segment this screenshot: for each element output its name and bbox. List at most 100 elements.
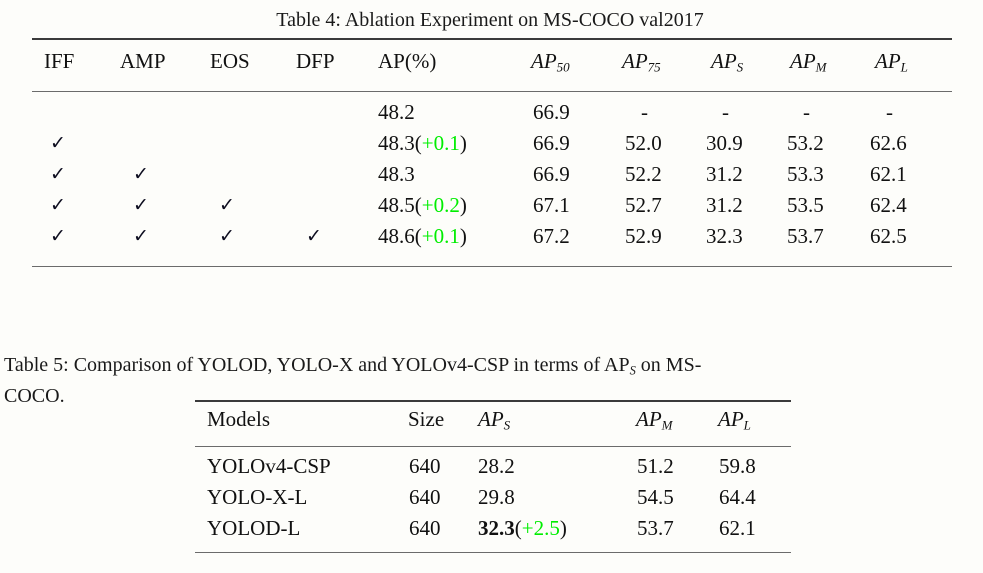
table-4-caption: Table 4: Ablation Experiment on MS-COCO … <box>180 7 800 33</box>
table-5-header-apS: APS <box>478 404 510 441</box>
table-4-cell-apM: 53.7 <box>787 224 824 248</box>
table-4-cell-ap50: 66.9 <box>533 131 570 155</box>
table-5-cell-apS: 29.8 <box>478 482 515 513</box>
ap75-sub: 75 <box>647 59 661 75</box>
table-5-header-models: Models <box>207 407 270 431</box>
ap75-base: AP <box>622 49 648 73</box>
table-5-caption-line-1-text: Table 5: Comparison of YOLOD, YOLO-X and… <box>4 354 630 376</box>
table-5-row: YOLOD-L 640 32.3(+2.5) 53.7 62.1 <box>0 513 983 544</box>
table-4-cell-ap: 48.2 <box>378 97 415 128</box>
table-5-cell-apS: 28.2 <box>478 451 515 482</box>
table-4-cell-apL: 62.4 <box>870 193 907 217</box>
t5-apS-value: 32.3 <box>478 516 515 540</box>
table-4-cell-apS: 32.3 <box>706 224 743 248</box>
table-5-caption: Table 5: Comparison of YOLOD, YOLO-X and… <box>4 352 979 409</box>
table-5-cell-apM: 54.5 <box>637 485 674 509</box>
ap-gain: +0.2 <box>421 193 460 217</box>
table-4-header-ap50: AP50 <box>531 46 570 83</box>
table-4-caption-text: Table 4: Ablation Experiment on MS-COCO … <box>276 9 704 31</box>
t5-apL-sub: L <box>743 417 751 433</box>
table-5-cell-model: YOLOD-L <box>207 516 301 540</box>
ap-gain-close: ) <box>459 131 467 155</box>
table-4-row: ✓ ✓ ✓ ✓ 48.6(+0.1) 67.2 52.9 32.3 53.7 6… <box>0 221 983 252</box>
ap-gain-close: ) <box>459 224 467 248</box>
ap-gain-open: ( <box>414 193 422 217</box>
table-5-caption-line-1-tail: on MS- <box>635 354 702 376</box>
table-4-top-rule <box>32 38 952 40</box>
table-5-bottom-rule <box>195 552 791 553</box>
table-4-header-ap: AP(%) <box>378 49 437 73</box>
table-5-header-apM: APM <box>636 404 673 441</box>
table-4-cell-amp: ✓ <box>133 164 149 185</box>
table-4-header-apM: APM <box>790 46 827 83</box>
t5-apS-value: 28.2 <box>478 454 515 478</box>
ap50-base: AP <box>531 49 557 73</box>
table-4-header-iff: IFF <box>44 49 75 73</box>
ap-gain-close: ) <box>459 193 467 217</box>
table-4-cell-apS: 30.9 <box>706 131 743 155</box>
table-4-header-eos: EOS <box>210 49 250 73</box>
table-4-cell-ap75: 52.2 <box>625 162 662 186</box>
ap-gain: +0.1 <box>421 131 460 155</box>
table-4-header-dfp: DFP <box>296 49 335 73</box>
table-5-caption-line-1: Table 5: Comparison of YOLOD, YOLO-X and… <box>4 352 979 383</box>
table-5-cell-apL: 59.8 <box>719 454 756 478</box>
table-4-cell-ap50: 66.9 <box>533 100 570 124</box>
table-5-caption-line-2: COCO. <box>4 385 65 408</box>
ap-value: 48.2 <box>378 100 415 124</box>
t5-apM-base: AP <box>636 407 662 431</box>
table-4-cell-ap50: 66.9 <box>533 162 570 186</box>
table-4-header-apS: APS <box>711 46 743 83</box>
table-4-cell-apM: 53.5 <box>787 193 824 217</box>
table-5-header-size: Size <box>408 407 445 431</box>
ap-gain: +0.1 <box>421 224 460 248</box>
table-4-cell-iff: ✓ <box>50 226 66 247</box>
table-5-cell-apL: 62.1 <box>719 516 756 540</box>
table-4-cell-ap: 48.3 <box>378 159 415 190</box>
table-4-cell-iff: ✓ <box>50 195 66 216</box>
table-4-row: ✓ 48.3(+0.1) 66.9 52.0 30.9 53.2 62.6 <box>0 128 983 159</box>
t5-apS-sub: S <box>503 417 511 433</box>
table-4-cell-ap: 48.5(+0.2) <box>378 190 467 221</box>
table-4-cell-amp: ✓ <box>133 226 149 247</box>
table-4-bottom-rule <box>32 266 952 267</box>
table-4-cell-apS: 31.2 <box>706 193 743 217</box>
t5-apS-gain: +2.5 <box>521 516 560 540</box>
table-4-cell-apM: 53.3 <box>787 162 824 186</box>
ap-gain-open: ( <box>414 224 422 248</box>
table-5-header-rule <box>195 446 791 447</box>
table-4-cell-apM: - <box>803 100 810 124</box>
table-4-cell-apL: 62.6 <box>870 131 907 155</box>
table-4-cell-eos: ✓ <box>219 195 235 216</box>
t5-apS-value: 29.8 <box>478 485 515 509</box>
table-5-cell-size: 640 <box>409 454 441 478</box>
table-4-cell-ap50: 67.1 <box>533 193 570 217</box>
table-4-header-rule <box>32 91 952 92</box>
apL-base: AP <box>875 49 901 73</box>
table-5-cell-size: 640 <box>409 516 441 540</box>
table-4-cell-ap75: 52.0 <box>625 131 662 155</box>
ap-value: 48.6 <box>378 224 415 248</box>
table-4-cell-apL: - <box>886 100 893 124</box>
t5-apL-base: AP <box>718 407 744 431</box>
table-5-top-rule <box>195 400 791 402</box>
table-4-cell-eos: ✓ <box>219 226 235 247</box>
table-5-cell-apS: 32.3(+2.5) <box>478 513 567 544</box>
table-4-cell-ap: 48.3(+0.1) <box>378 128 467 159</box>
ap-value: 48.3 <box>378 162 415 186</box>
table-4-cell-apS: - <box>722 100 729 124</box>
table-4-cell-ap75: 52.7 <box>625 193 662 217</box>
table-4-row: 48.2 66.9 - - - - <box>0 97 983 128</box>
table-4-cell-ap: 48.6(+0.1) <box>378 221 467 252</box>
table-5-cell-apM: 53.7 <box>637 516 674 540</box>
table-4-header-ap75: AP75 <box>622 46 661 83</box>
table-4-header-amp: AMP <box>120 49 166 73</box>
apL-sub: L <box>900 59 908 75</box>
apM-base: AP <box>790 49 816 73</box>
ap-gain-open: ( <box>414 131 422 155</box>
table-5-cell-apM: 51.2 <box>637 454 674 478</box>
table-5-cell-size: 640 <box>409 485 441 509</box>
table-4-cell-ap75: - <box>641 100 648 124</box>
table-5-cell-model: YOLO-X-L <box>207 485 308 509</box>
